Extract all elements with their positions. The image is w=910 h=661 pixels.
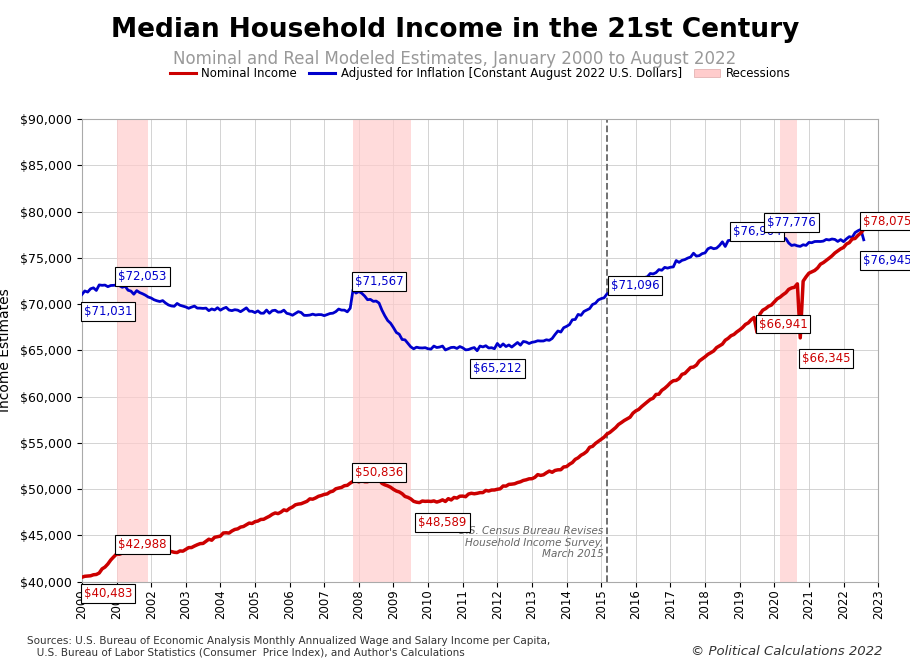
Legend: Nominal Income, Adjusted for Inflation [Constant August 2022 U.S. Dollars], Rece: Nominal Income, Adjusted for Inflation […	[165, 62, 795, 85]
Text: $76,904: $76,904	[733, 225, 782, 239]
Text: $78,075: $78,075	[863, 215, 910, 227]
Text: © Political Calculations 2022: © Political Calculations 2022	[692, 644, 883, 658]
Y-axis label: Income Estimates: Income Estimates	[0, 288, 12, 412]
Text: $77,776: $77,776	[767, 216, 816, 229]
Bar	[780, 119, 797, 582]
Text: $42,988: $42,988	[118, 538, 167, 551]
Text: $66,941: $66,941	[759, 317, 807, 330]
Bar	[116, 119, 148, 582]
Text: $71,031: $71,031	[84, 305, 132, 318]
Text: $50,836: $50,836	[355, 465, 403, 479]
Text: $65,212: $65,212	[473, 362, 521, 375]
Text: $48,589: $48,589	[419, 516, 467, 529]
Text: $76,945: $76,945	[863, 254, 910, 266]
Text: U.S. Census Bureau Revises
Household Income Survey,
March 2015: U.S. Census Bureau Revises Household Inc…	[459, 526, 603, 559]
Text: Nominal and Real Modeled Estimates, January 2000 to August 2022: Nominal and Real Modeled Estimates, Janu…	[174, 50, 736, 67]
Text: $40,483: $40,483	[84, 588, 132, 600]
Text: Sources: U.S. Bureau of Economic Analysis Monthly Annualized Wage and Salary Inc: Sources: U.S. Bureau of Economic Analysi…	[27, 636, 551, 658]
Text: Median Household Income in the 21st Century: Median Household Income in the 21st Cent…	[111, 17, 799, 42]
Text: $71,567: $71,567	[355, 275, 403, 288]
Text: $72,053: $72,053	[118, 270, 167, 283]
Text: $66,345: $66,345	[802, 352, 851, 365]
Bar	[353, 119, 410, 582]
Text: $71,096: $71,096	[611, 279, 659, 292]
